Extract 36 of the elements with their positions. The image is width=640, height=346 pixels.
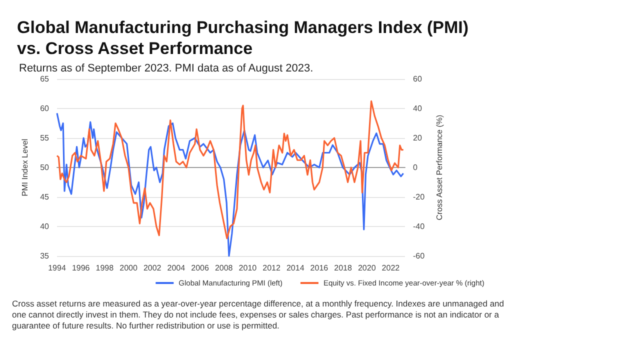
y-tick-label: 65 [40,74,50,84]
chart-title: Global Manufacturing Purchasing Managers Index (PMI) vs. Cross Asset Performance [17,18,469,58]
x-tick-label: 2000 [120,264,138,272]
y2-axis-title: Cross Asset Performance (%) [434,114,444,220]
text: Cross asset returns are measured as a year-over-year percentage difference, at a monthly frequency. Indexes are unmanaged and one cannot directly invest in them. They do not include fees, expenses or sales charges. Past performance is not an indicator or a guarantee of future results. No further redistribution or use is permitted. [12,298,506,330]
x-tick-label: 1998 [96,264,114,272]
x-tick-label: 2014 [286,264,305,272]
line-series [56,100,404,240]
y-tick-label: 55 [40,134,50,142]
x-tick-label: 2018 [334,264,352,272]
y-tick-label: 60 [40,104,50,113]
y2-tick-label: -20 [413,192,426,202]
x-tick-label: 2020 [358,264,376,272]
y2-tick-label: 40 [413,104,422,113]
x-tick-label: 1994 [48,264,66,272]
x-tick-label: 2016 [310,264,329,272]
x-tick-label: 2010 [238,264,258,272]
y2-tick-label: -40 [413,222,426,231]
y-tick-label: 35 [40,252,50,260]
y2-tick-label: 20 [413,134,422,142]
x-tick-label: 2006 [191,264,210,272]
x-tick-label: 2012 [262,264,281,272]
y2-tick-label: 0 [413,163,418,172]
y2-tick-label: -60 [413,252,426,260]
x-tick-label: 2022 [382,264,400,272]
chart-subtitle: Returns as of September 2023. PMI data as of August 2023. [19,62,314,74]
x-tick-label: 1996 [72,264,90,272]
y-tick-label: 40 [40,222,50,231]
line-series [56,112,404,257]
x-tick-label: 2008 [214,264,234,272]
y-tick-label: 45 [40,192,50,202]
x-tick-label: 2004 [167,264,186,272]
y2-tick-label: 60 [413,74,422,84]
x-tick-label: 2002 [143,264,162,272]
y-tick-label: 50 [40,163,50,172]
y-axis-title: PMI Index Level [20,138,30,196]
